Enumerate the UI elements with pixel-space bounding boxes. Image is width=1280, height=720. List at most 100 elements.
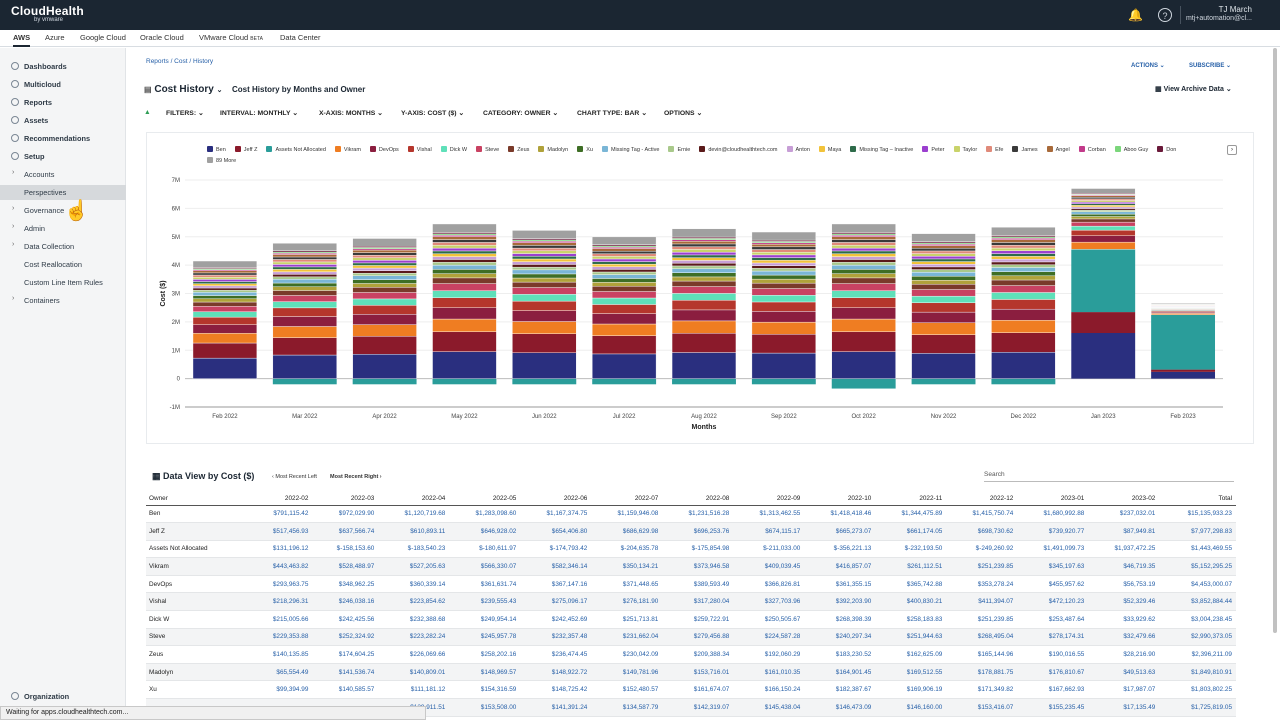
legend-expand-icon[interactable]: › xyxy=(1227,145,1237,155)
cost-cell[interactable]: $472,120.23 xyxy=(1017,592,1089,612)
legend-item[interactable]: Ben xyxy=(207,146,226,153)
sidebar-item-custom-line-item-rules[interactable]: Custom Line Item Rules xyxy=(0,275,126,290)
cost-cell[interactable]: $409,039.45 xyxy=(733,557,805,576)
cost-cell[interactable]: $1,344,475.89 xyxy=(875,505,947,524)
column-header[interactable]: 2022-09 xyxy=(733,492,805,506)
column-header[interactable]: 2022-06 xyxy=(520,492,592,506)
cost-cell[interactable]: $400,830.21 xyxy=(875,592,947,612)
legend-item[interactable]: Dick W xyxy=(440,146,467,153)
user-name[interactable]: TJ March xyxy=(1218,5,1252,14)
cost-cell[interactable]: $637,566.74 xyxy=(312,522,379,541)
cost-cell[interactable]: $686,629.98 xyxy=(591,522,663,541)
sidebar-item-accounts[interactable]: › Accounts xyxy=(0,167,126,182)
cost-cell[interactable]: $148,969.57 xyxy=(449,663,521,682)
legend-item[interactable]: Madolyn xyxy=(538,146,568,153)
legend-item[interactable]: devin@cloudhealthtech.com xyxy=(699,146,778,153)
cost-cell[interactable]: $28,216.90 xyxy=(1088,645,1160,664)
cost-cell[interactable]: $674,115.17 xyxy=(733,522,805,541)
cost-cell[interactable]: $1,313,462.55 xyxy=(733,505,805,524)
cost-cell[interactable]: $365,742.88 xyxy=(875,575,947,594)
cost-cell[interactable]: $259,722.91 xyxy=(662,610,734,629)
legend-item[interactable]: Maya xyxy=(818,146,841,153)
cost-cell[interactable]: $371,448.65 xyxy=(591,575,663,594)
cost-cell[interactable]: $392,203.90 xyxy=(804,592,876,612)
cost-cell[interactable]: $148,725.42 xyxy=(520,680,592,700)
cost-cell[interactable]: $251,239.85 xyxy=(946,557,1018,576)
cost-cell[interactable]: $1,283,098.60 xyxy=(449,505,521,524)
table-row[interactable]: DevOps $293,963.75 $348,962.25 $360,339.14 $… xyxy=(146,575,1236,594)
table-row[interactable]: Ben $791,115.42 $972,029.90 $1,120,719.68 $1… xyxy=(146,505,1236,524)
table-row[interactable]: Dick W $215,005.66 $242,425.56 $232,388.68 $… xyxy=(146,610,1236,629)
cost-cell[interactable]: $87,949.81 xyxy=(1088,522,1160,541)
legend-item[interactable]: DevOps xyxy=(369,146,399,153)
cost-cell[interactable]: $517,456.93 xyxy=(249,522,313,541)
cost-cell[interactable]: $1,120,719.68 xyxy=(378,505,450,524)
cost-cell[interactable]: $32,479.66 xyxy=(1088,628,1160,647)
cost-cell[interactable]: $528,488.97 xyxy=(312,557,379,576)
legend-item[interactable]: Ernie xyxy=(668,146,690,153)
table-row[interactable]: Assets Not Allocated $131,196.12 $-158,153… xyxy=(146,540,1236,559)
cost-cell[interactable]: $5,152,295.25 xyxy=(1159,557,1236,576)
cost-cell[interactable]: $251,944.63 xyxy=(875,628,947,647)
cost-cell[interactable]: $148,922.72 xyxy=(520,663,592,682)
column-header[interactable]: 2023-01 xyxy=(1017,492,1089,506)
page-title[interactable]: ▤ Cost History ⌄ xyxy=(144,84,222,95)
legend-item[interactable]: Xu xyxy=(577,146,593,153)
column-header[interactable]: Owner xyxy=(146,492,250,506)
cost-cell[interactable]: $293,963.75 xyxy=(249,575,313,594)
cost-cell[interactable]: $-232,193.50 xyxy=(875,540,947,559)
cost-cell[interactable]: $161,010.35 xyxy=(733,663,805,682)
cost-cell[interactable]: $236,474.45 xyxy=(520,645,592,664)
cost-cell[interactable]: $142,319.07 xyxy=(662,698,734,717)
legend-item[interactable]: Assets Not Allocated xyxy=(266,146,326,153)
subscribe-button[interactable]: SUBSCRIBE ⌄ xyxy=(1189,63,1232,69)
cost-cell[interactable]: $171,349.82 xyxy=(946,680,1018,700)
cost-cell[interactable]: $-158,153.60 xyxy=(312,540,379,559)
cloudhealth-logo[interactable]: CloudHealth xyxy=(11,4,84,18)
legend-item[interactable]: Efe xyxy=(986,146,1003,153)
cost-cell[interactable]: $161,674.07 xyxy=(662,680,734,700)
sidebar-item-admin[interactable]: › Admin xyxy=(0,221,126,236)
cost-cell[interactable]: $49,513.63 xyxy=(1088,663,1160,682)
sidebar-item-reports[interactable]: Reports xyxy=(0,95,126,110)
cost-cell[interactable]: $182,387.67 xyxy=(804,680,876,700)
cost-cell[interactable]: $111,181.12 xyxy=(378,680,450,700)
cost-cell[interactable]: $176,810.67 xyxy=(1017,663,1089,682)
column-header[interactable]: 2022-05 xyxy=(449,492,521,506)
tab-data-center[interactable]: Data Center xyxy=(280,33,321,42)
cost-cell[interactable]: $1,937,472.25 xyxy=(1088,540,1160,559)
legend-item[interactable]: Anton xyxy=(786,146,810,153)
cost-cell[interactable]: $416,857.07 xyxy=(804,557,876,576)
column-header[interactable]: 2022-04 xyxy=(378,492,450,506)
column-header[interactable]: 2022-12 xyxy=(946,492,1018,506)
scrollbar[interactable] xyxy=(1273,48,1277,633)
actions-button[interactable]: ACTIONS ⌄ xyxy=(1131,63,1165,69)
cost-cell[interactable]: $661,174.05 xyxy=(875,522,947,541)
cost-cell[interactable]: $165,144.96 xyxy=(946,645,1018,664)
column-header[interactable]: 2022-10 xyxy=(804,492,876,506)
cost-cell[interactable]: $154,316.59 xyxy=(449,680,521,700)
filters-dropdown[interactable]: FILTERS: ⌄ xyxy=(166,110,204,117)
cost-cell[interactable]: $253,487.64 xyxy=(1017,610,1089,629)
cost-cell[interactable]: $-204,635.78 xyxy=(591,540,663,559)
cost-cell[interactable]: $15,135,933.23 xyxy=(1159,505,1236,524)
legend-item[interactable]: Jeff Z xyxy=(234,146,257,153)
tab-aws[interactable]: AWS xyxy=(13,33,31,47)
cost-cell[interactable]: $149,781.96 xyxy=(591,663,663,682)
cost-cell[interactable]: $373,946.58 xyxy=(662,557,734,576)
cost-cell[interactable]: $1,159,946.08 xyxy=(591,505,663,524)
cost-cell[interactable]: $367,147.16 xyxy=(520,575,592,594)
cost-cell[interactable]: $1,418,418.46 xyxy=(804,505,876,524)
cost-cell[interactable]: $223,282.24 xyxy=(378,628,450,647)
table-row[interactable]: Jeff Z $517,456.93 $637,566.74 $610,893.11 $… xyxy=(146,522,1236,541)
sidebar-item-containers[interactable]: › Containers xyxy=(0,293,126,308)
cost-cell[interactable]: $224,587.28 xyxy=(733,628,805,647)
cost-cell[interactable]: $275,096.17 xyxy=(520,592,592,612)
bell-icon[interactable]: 🔔 xyxy=(1128,8,1143,22)
cost-cell[interactable]: $17,987.07 xyxy=(1088,680,1160,700)
cost-cell[interactable]: $169,906.19 xyxy=(875,680,947,700)
tab-oracle-cloud[interactable]: Oracle Cloud xyxy=(140,33,184,42)
cost-cell[interactable]: $140,809.01 xyxy=(378,663,450,682)
cost-cell[interactable]: $455,957.62 xyxy=(1017,575,1089,594)
search-input[interactable]: Search xyxy=(984,469,1234,482)
